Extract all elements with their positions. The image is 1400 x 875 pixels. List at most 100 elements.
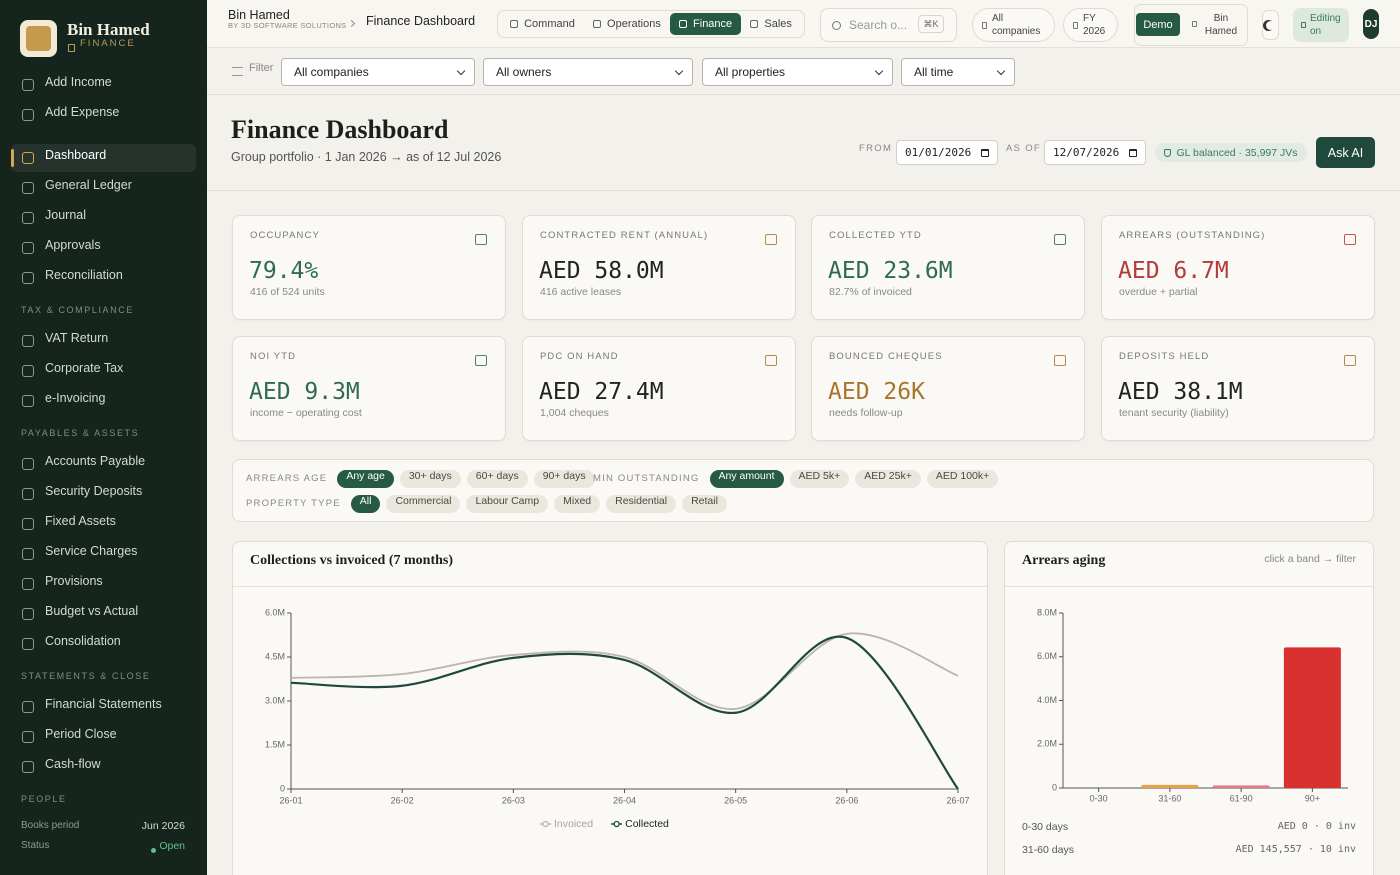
kpi-note: tenant security (liability) bbox=[1119, 407, 1229, 419]
chip[interactable]: AED 100k+ bbox=[926, 469, 999, 488]
nav-item[interactable]: Security Deposits bbox=[45, 484, 143, 498]
calendar-icon bbox=[981, 148, 989, 157]
nav-item[interactable]: Budget vs Actual bbox=[45, 604, 139, 618]
nav-item[interactable]: Financial Statements bbox=[45, 697, 162, 711]
date-input[interactable]: 12/07/2026 bbox=[1044, 140, 1146, 165]
search-box[interactable]: Search o... bbox=[820, 8, 957, 42]
demo-badge[interactable]: Demo bbox=[1136, 13, 1180, 36]
nav-item[interactable]: Journal bbox=[45, 208, 86, 222]
avatar[interactable]: DJ bbox=[1363, 9, 1379, 39]
chip-group-label: MIN OUTSTANDING bbox=[593, 473, 700, 484]
nav-item[interactable]: Cash-flow bbox=[45, 757, 101, 771]
kpi-value: AED 26K bbox=[828, 379, 925, 405]
nav-item[interactable]: Approvals bbox=[45, 238, 101, 252]
nav-item[interactable]: VAT Return bbox=[45, 331, 109, 345]
kpi-value: AED 27.4M bbox=[539, 379, 664, 405]
chip[interactable]: 90+ days bbox=[533, 469, 595, 488]
page-subtitle: Group portfolio · 1 Jan 2026 → as of 12 … bbox=[231, 150, 502, 164]
kpi-card bbox=[811, 336, 1085, 441]
kpi-card bbox=[1101, 336, 1375, 441]
tab[interactable]: Operations bbox=[584, 13, 670, 35]
nav-icon bbox=[22, 761, 34, 773]
nav-item[interactable]: Consolidation bbox=[45, 634, 121, 648]
chip[interactable]: AED 25k+ bbox=[855, 469, 921, 488]
ask-ai[interactable]: Ask AI bbox=[1316, 137, 1375, 168]
nav-icon bbox=[22, 365, 34, 377]
chart-title: Arrears aging bbox=[1022, 553, 1106, 568]
company-switch[interactable]: All companies bbox=[972, 8, 1055, 42]
chip[interactable]: Mixed bbox=[554, 494, 601, 513]
nav-section: PEOPLE bbox=[21, 794, 67, 804]
chart-hint: click a band → filter bbox=[1264, 553, 1356, 565]
brand-logo-mark bbox=[26, 26, 51, 51]
tab-label: Sales bbox=[764, 18, 792, 30]
nav-item[interactable]: Dashboard bbox=[45, 148, 107, 162]
kpi-note: needs follow-up bbox=[829, 407, 903, 419]
chip[interactable]: Retail bbox=[682, 494, 727, 513]
nav-item[interactable]: Fixed Assets bbox=[45, 514, 116, 528]
nav-item[interactable]: Service Charges bbox=[45, 544, 138, 558]
chip[interactable]: Any amount bbox=[709, 469, 784, 488]
gl-status: GL balanced · 35,997 JVs bbox=[1155, 143, 1307, 162]
nav-icon bbox=[22, 488, 34, 500]
nav-item[interactable]: Reconciliation bbox=[45, 268, 123, 282]
nav-item[interactable]: Provisions bbox=[45, 574, 103, 588]
nav-icon bbox=[22, 335, 34, 347]
kpi-value: 79.4% bbox=[249, 258, 319, 284]
theme-toggle[interactable] bbox=[1262, 10, 1279, 40]
kpi-label: NOI YTD bbox=[250, 351, 297, 362]
search-placeholder: Search o... bbox=[849, 18, 908, 32]
kpi-card bbox=[811, 215, 1085, 320]
kpi-icon bbox=[1344, 355, 1356, 366]
footer-value: Jun 2026 bbox=[141, 820, 185, 832]
chip[interactable]: Commercial bbox=[386, 494, 461, 513]
brand-name: Bin Hamed bbox=[67, 20, 150, 39]
date-input[interactable]: 01/01/2026 bbox=[896, 140, 998, 165]
nav-item[interactable]: Accounts Payable bbox=[45, 454, 146, 468]
kpi-note: 82.7% of invoiced bbox=[829, 286, 912, 298]
tab-group: Command Operations Finance Sales bbox=[497, 10, 805, 38]
chip[interactable]: Residential bbox=[606, 494, 677, 513]
tab[interactable]: Finance bbox=[670, 13, 742, 35]
filter-icon bbox=[232, 67, 243, 76]
tab[interactable]: Sales bbox=[741, 13, 801, 35]
chip[interactable]: Any age bbox=[337, 469, 394, 488]
nav-item[interactable]: Period Close bbox=[45, 727, 117, 741]
chip[interactable]: All bbox=[350, 494, 381, 513]
kpi-note: 1,004 cheques bbox=[540, 407, 609, 419]
kpi-value: AED 58.0M bbox=[539, 258, 664, 284]
kpi-value: AED 9.3M bbox=[249, 379, 360, 405]
page-title: Finance Dashboard bbox=[231, 115, 449, 144]
calendar-icon bbox=[1129, 148, 1137, 157]
chip[interactable]: AED 5k+ bbox=[789, 469, 850, 488]
tab-icon bbox=[679, 20, 688, 28]
editing-toggle[interactable]: Editing on bbox=[1293, 8, 1349, 42]
nav-icon bbox=[22, 701, 34, 713]
tab-label: Command bbox=[524, 18, 575, 30]
filter-select[interactable]: All time bbox=[901, 58, 1015, 86]
chip[interactable]: 60+ days bbox=[466, 469, 528, 488]
kpi-value: AED 23.6M bbox=[828, 258, 953, 284]
nav-item[interactable]: Corporate Tax bbox=[45, 361, 124, 375]
nav-item[interactable]: General Ledger bbox=[45, 178, 132, 192]
nav-item[interactable]: e-Invoicing bbox=[45, 391, 106, 405]
nav-item[interactable]: Add Expense bbox=[45, 105, 120, 119]
filter-select[interactable]: All owners bbox=[483, 58, 693, 86]
user-name[interactable]: Bin Hamed bbox=[1204, 12, 1238, 38]
kpi-card bbox=[522, 215, 796, 320]
tab-label: Finance bbox=[693, 18, 733, 30]
nav-item[interactable]: Add Income bbox=[45, 75, 112, 89]
chip[interactable]: 30+ days bbox=[399, 469, 461, 488]
chip-group-label: ARREARS AGE bbox=[246, 473, 328, 484]
year-switch[interactable]: FY 2026 bbox=[1063, 8, 1118, 42]
year-switch-icon bbox=[1073, 21, 1078, 29]
chip[interactable]: Labour Camp bbox=[466, 494, 549, 513]
filter-select[interactable]: All properties bbox=[702, 58, 893, 86]
nav-active-bg bbox=[11, 144, 196, 172]
kpi-icon bbox=[475, 234, 487, 245]
tab-icon bbox=[750, 20, 759, 28]
tab[interactable]: Command bbox=[501, 13, 584, 35]
filter-select[interactable]: All companies bbox=[281, 58, 475, 86]
aging-row-value: AED 0 · 0 inv bbox=[1277, 821, 1356, 832]
